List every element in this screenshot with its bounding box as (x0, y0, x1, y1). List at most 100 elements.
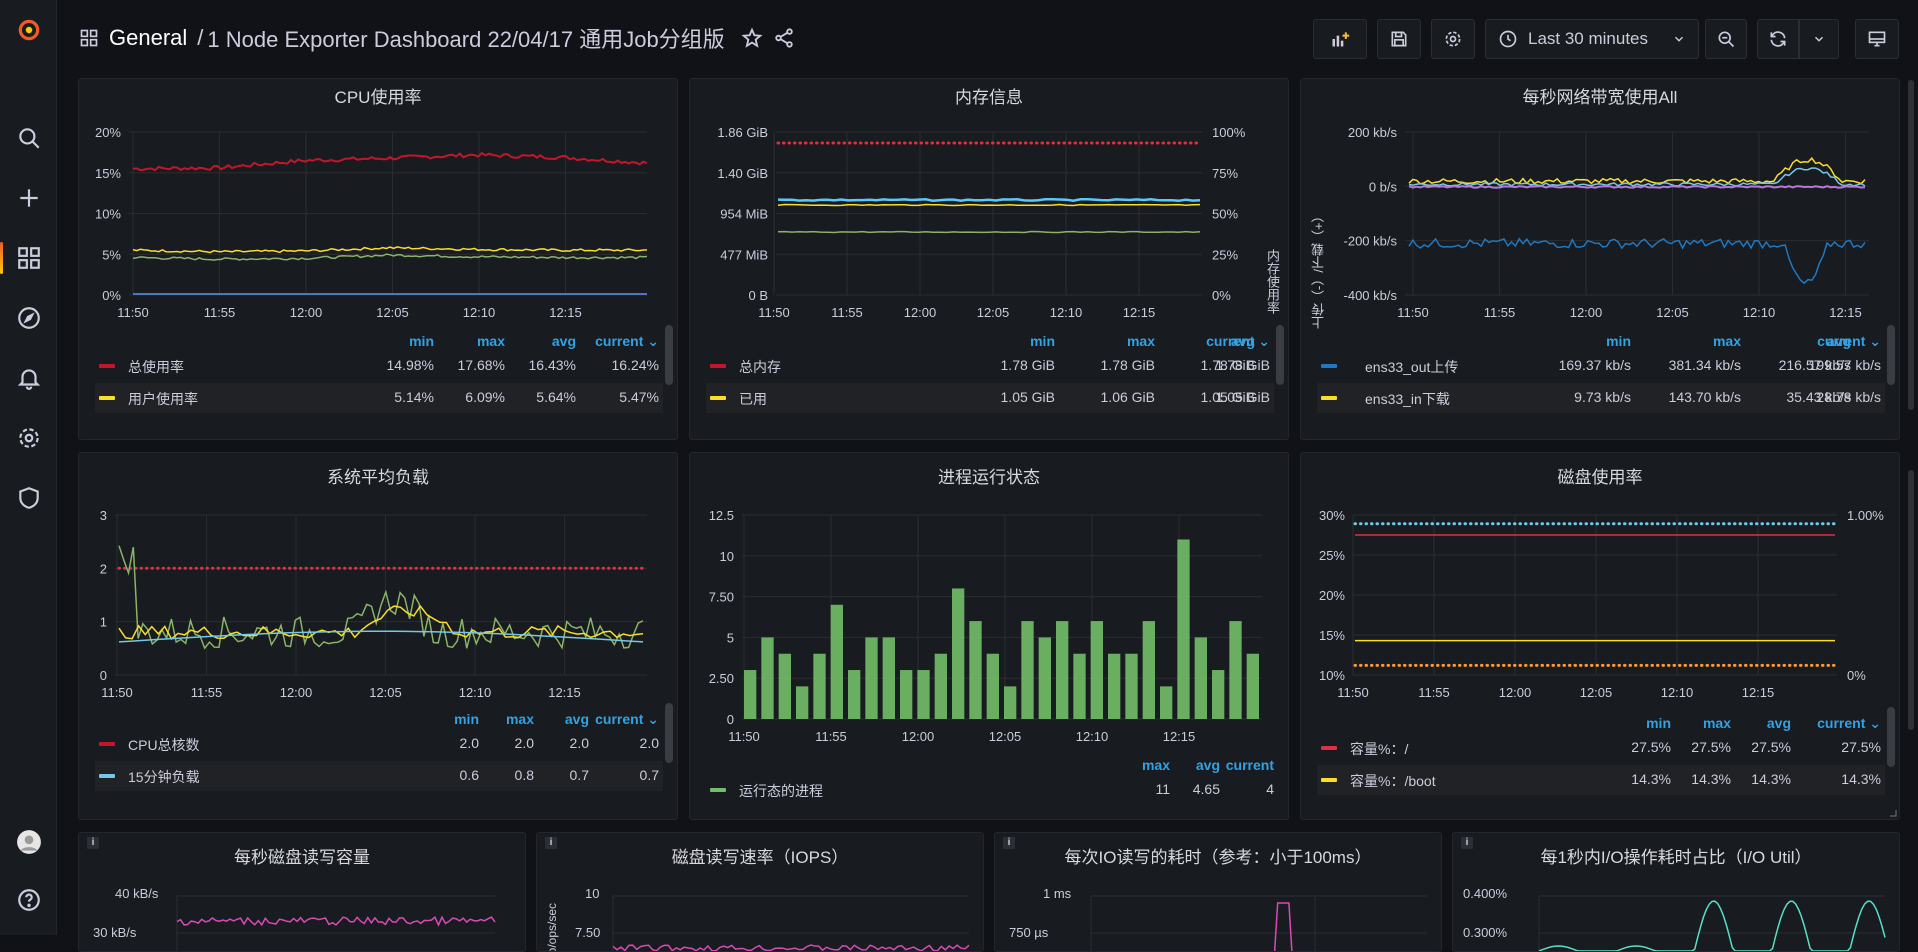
help-icon[interactable] (0, 880, 57, 920)
legend-row[interactable]: 15分钟负载 0.6 0.8 0.7 0.7 (95, 761, 663, 791)
legend-header-current[interactable]: current ⌄ (1206, 333, 1270, 349)
panel-cpu-usage[interactable]: CPU使用率 20% 15% 10% 5% 0% 11:50 11:55 12:00 12:0… (78, 78, 678, 440)
legend-header-min[interactable]: min (1030, 333, 1055, 349)
panel-disk-iops[interactable]: i 磁盘读写速率（IOPS） 10 7.50 io/ops/sec (536, 832, 984, 952)
legend-row[interactable]: 总使用率 14.98% 17.68% 16.43% 16.24% (95, 351, 663, 381)
info-icon[interactable]: i (87, 837, 99, 849)
legend-value: 2.0 (514, 735, 534, 751)
explore-compass-icon[interactable] (0, 298, 57, 338)
legend-header-max[interactable]: max (505, 711, 534, 727)
legend-header-avg[interactable]: avg (1766, 715, 1791, 731)
legend-header-avg[interactable]: avg (551, 333, 576, 349)
info-icon[interactable]: i (1461, 837, 1473, 849)
star-icon[interactable] (741, 27, 763, 49)
load-15m-line (118, 630, 644, 643)
legend-row[interactable]: 已用 1.05 GiB 1.06 GiB 1.05 GiB 1.05 GiB (706, 383, 1274, 413)
process-bar (744, 670, 757, 719)
chevron-down-icon (1675, 36, 1684, 42)
dashboard-settings-button[interactable] (1431, 19, 1475, 59)
dashboards-icon[interactable] (0, 238, 57, 278)
grafana-logo-icon[interactable] (0, 10, 57, 50)
legend-row[interactable]: ens33_out上传 169.37 kb/s 381.34 kb/s 216.57 … (1317, 351, 1885, 381)
share-icon[interactable] (773, 27, 795, 49)
time-picker-button[interactable]: Last 30 minutes (1485, 19, 1699, 59)
process-bar (882, 637, 895, 719)
legend-header-avg[interactable]: avg (1826, 333, 1851, 349)
legend-scrollbar[interactable] (1276, 325, 1284, 385)
legend-scrollbar[interactable] (1887, 707, 1895, 767)
disk-iops-chart (612, 895, 970, 951)
y-tick-label: 30% (1319, 508, 1345, 523)
dashboard-title[interactable]: 1 Node Exporter Dashboard 22/04/17 通用Job… (207, 27, 725, 52)
legend-header-current[interactable]: current ⌄ (1817, 715, 1881, 731)
save-dashboard-button[interactable] (1377, 19, 1421, 59)
legend-series-name: 用户使用率 (128, 391, 198, 407)
legend-header-min[interactable]: min (1606, 333, 1631, 349)
legend-header-current[interactable]: current ⌄ (1817, 333, 1881, 349)
legend-row[interactable]: ens33_in下载 9.73 kb/s 143.70 kb/s 35.43 kb/s… (1317, 383, 1885, 413)
y-tick-label: 0 (100, 668, 107, 683)
x-tick-label: 12:15 (1163, 729, 1196, 744)
load-5m-line (118, 604, 644, 641)
breadcrumb-folder[interactable]: General (109, 25, 188, 50)
x-tick-label: 11:50 (1337, 685, 1369, 700)
plus-icon[interactable] (0, 178, 57, 218)
legend-row[interactable]: 容量%：/ 27.5% 27.5% 27.5% 27.5% (1317, 733, 1885, 763)
panel-disk-usage[interactable]: 磁盘使用率 30% 25% 20% 15% 10% 1.00% 0% 11:50 11:55… (1300, 452, 1900, 820)
tv-mode-button[interactable] (1855, 19, 1899, 59)
resize-handle-icon[interactable] (1889, 809, 1897, 817)
add-panel-button[interactable] (1313, 19, 1367, 59)
x-tick-label: 11:55 (191, 685, 223, 700)
legend-header-min[interactable]: min (454, 711, 479, 727)
net-in-2-line (1408, 167, 1866, 187)
legend-row[interactable]: 总内存 1.78 GiB 1.78 GiB 1.78 GiB 1.78 GiB (706, 351, 1274, 381)
user-avatar-icon[interactable] (0, 822, 57, 862)
panel-system-load[interactable]: 系统平均负载 3 2 1 0 11:50 11:55 12:00 12:05 12:10 12:… (78, 452, 678, 820)
y-tick-label: 5% (102, 247, 121, 262)
info-icon[interactable]: i (1003, 837, 1015, 849)
legend-header-min[interactable]: min (409, 333, 434, 349)
legend-header-current[interactable]: current ⌄ (595, 711, 659, 727)
shield-icon[interactable] (0, 478, 57, 518)
legend-header-avg[interactable]: avg (1230, 333, 1255, 349)
refresh-interval-dropdown[interactable] (1799, 19, 1839, 59)
panel-disk-rw-capacity[interactable]: i 每秒磁盘读写容量 40 kB/s 30 kB/s (78, 832, 526, 952)
legend-header-max[interactable]: max (1702, 715, 1731, 731)
legend-row[interactable]: CPU总核数 2.0 2.0 2.0 2.0 (95, 729, 663, 759)
process-bar (1229, 621, 1242, 719)
legend-scrollbar[interactable] (665, 325, 673, 385)
page-scrollbar-thumb[interactable] (1908, 470, 1914, 730)
zoom-out-button[interactable] (1705, 19, 1747, 59)
page-scrollbar[interactable] (1908, 80, 1914, 410)
top-navbar: General / 1 Node Exporter Dashboard 22/0… (57, 0, 1918, 78)
refresh-button[interactable] (1757, 19, 1799, 59)
x-tick-label: 11:50 (758, 305, 790, 320)
legend-header-max[interactable]: max (476, 333, 505, 349)
process-bar (761, 637, 774, 719)
panel-io-latency[interactable]: i 每次IO读写的耗时（参考：小于100ms） 1 ms 750 µs (994, 832, 1442, 952)
legend-header-max[interactable]: max (1126, 333, 1155, 349)
legend-header-avg[interactable]: avg (564, 711, 589, 727)
legend-header-avg[interactable]: avg (1195, 757, 1220, 773)
alerting-bell-icon[interactable] (0, 358, 57, 398)
legend-row[interactable]: 用户使用率 5.14% 6.09% 5.64% 5.47% (95, 383, 663, 413)
legend-value: 1.05 GiB (1215, 389, 1270, 405)
gear-icon[interactable] (0, 418, 57, 458)
legend-scrollbar[interactable] (665, 703, 673, 763)
legend-row[interactable]: 容量%：/boot 14.3% 14.3% 14.3% 14.3% (1317, 765, 1885, 795)
panel-io-util[interactable]: i 每1秒内I/O操作耗时占比（I/O Util） 0.400% 0.300% (1452, 832, 1900, 952)
panel-memory-info[interactable]: 内存信息 1.86 GiB 1.40 GiB 954 MiB 477 MiB 0 B 1… (689, 78, 1289, 440)
info-icon[interactable]: i (545, 837, 557, 849)
legend-header-min[interactable]: min (1646, 715, 1671, 731)
legend-swatch (710, 396, 726, 400)
legend-header-current[interactable]: current ⌄ (595, 333, 659, 349)
legend-scrollbar[interactable] (1887, 325, 1895, 385)
legend-header-max[interactable]: max (1712, 333, 1741, 349)
panel-process-state[interactable]: 进程运行状态 12.5 10 7.50 5 2.50 0 11:50 11:55 12:00 1… (689, 452, 1289, 820)
legend-header-current[interactable]: current (1225, 757, 1274, 773)
search-icon[interactable] (0, 118, 57, 158)
panel-network-bandwidth[interactable]: 每秒网络带宽使用All 200 kb/s 0 b/s -200 kb/s -400 k… (1300, 78, 1900, 440)
legend-header-max[interactable]: max (1141, 757, 1170, 773)
legend-value: 5.64% (536, 389, 576, 405)
legend-row[interactable]: 运行态的进程 11 4.65 4 (706, 775, 1274, 805)
